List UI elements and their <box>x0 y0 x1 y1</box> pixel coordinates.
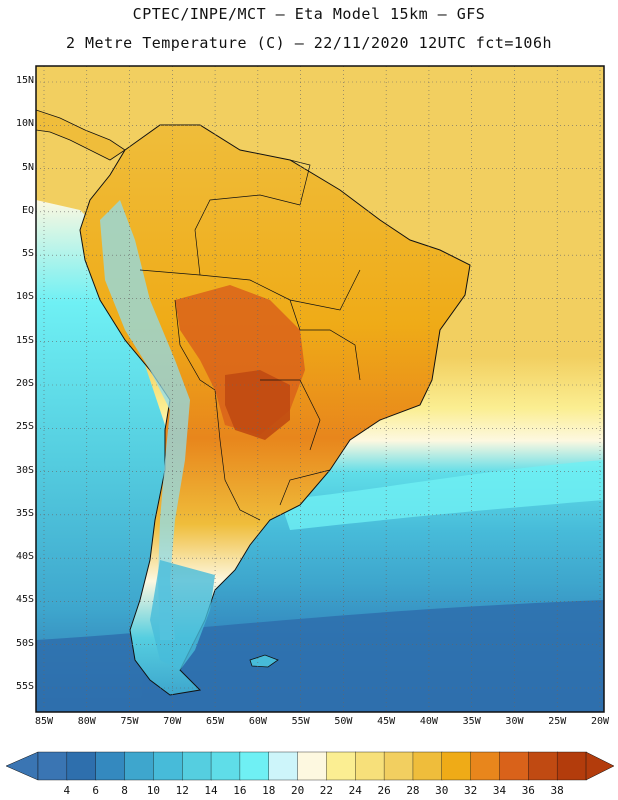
colorbar-tick-label: 32 <box>464 784 478 797</box>
colorbar-tick-label: 38 <box>550 784 564 797</box>
colorbar-swatch <box>556 751 587 781</box>
colorbar-tick-label: 18 <box>262 784 276 797</box>
colorbar-tick-label: 8 <box>121 784 128 797</box>
colorbar-tick-label: 28 <box>406 784 420 797</box>
longitude-label: 60W <box>248 716 267 727</box>
colorbar-swatch <box>528 751 558 781</box>
pacific-field <box>36 200 170 712</box>
colorbar-swatch <box>441 751 472 781</box>
latitude-label: 35S <box>15 507 34 519</box>
colorbar-swatch <box>153 751 183 781</box>
map-frame <box>35 65 605 713</box>
colorbar-min-arrow <box>5 751 39 781</box>
map-title: CPTEC/INPE/MCT – Eta Model 15km – GFS <box>132 5 486 23</box>
latitude-label: 10S <box>15 291 34 303</box>
latitude-label: EQ <box>21 204 34 216</box>
longitude-label: 30W <box>505 716 524 727</box>
latitude-label: 10N <box>15 118 34 130</box>
colorbar-tick-label: 34 <box>492 784 507 797</box>
longitude-label: 45W <box>377 716 396 727</box>
latitude-label: 20S <box>15 378 34 389</box>
colorbar-swatch <box>355 751 385 781</box>
colorbar-swatch <box>297 751 328 781</box>
longitude-label: 75W <box>120 716 139 727</box>
longitude-label: 65W <box>206 716 225 727</box>
longitude-label: 80W <box>77 716 96 727</box>
latitude-label: 5N <box>21 161 34 173</box>
colorbar-tick-label: 4 <box>63 784 71 797</box>
andes-cool-zone <box>100 200 190 640</box>
patagonia-cool-zone <box>150 560 215 670</box>
colorbar-swatch <box>182 751 212 781</box>
falkland-islands <box>249 654 279 668</box>
colorbar-tick-label: 30 <box>435 784 449 797</box>
colorbar-swatch <box>37 751 68 781</box>
longitude-label: 70W <box>163 716 182 727</box>
colorbar-swatch <box>239 751 270 781</box>
colorbar-swatch <box>470 751 501 781</box>
latitude-label: 30S <box>15 464 34 476</box>
colorbar-swatch <box>499 751 530 781</box>
latitude-label: 25S <box>15 421 34 433</box>
latitude-label: 40S <box>15 551 34 563</box>
colorbar-swatch <box>210 751 241 781</box>
longitude-label: 25W <box>548 716 567 727</box>
longitude-label: 50W <box>334 716 353 727</box>
hottest-region <box>225 370 290 440</box>
longitude-label: 40W <box>419 716 438 727</box>
colorbar-swatch <box>95 751 126 781</box>
country-borders <box>139 159 361 521</box>
colorbar-tick-label: 14 <box>204 784 218 797</box>
central-america <box>36 109 126 161</box>
colorbar-swatch <box>326 751 356 781</box>
latitude-label: 45S <box>15 594 34 606</box>
longitude-label: 20W <box>590 716 610 727</box>
latitude-label: 50S <box>15 637 34 649</box>
graticule <box>36 66 604 712</box>
colorbar-swatch <box>412 751 443 781</box>
colorbar-tick-label: 12 <box>175 784 189 797</box>
colorbar-swatch <box>124 751 155 781</box>
cool-band <box>280 460 604 530</box>
colorbar-swatch <box>268 751 299 781</box>
colorbar-tick-label: 36 <box>521 784 535 797</box>
latitude-label: 5S <box>21 248 34 260</box>
map-subtitle: 2 Metre Temperature (C) – 22/11/2020 12U… <box>65 34 553 52</box>
colorbar-tick-label: 10 <box>146 784 160 797</box>
latitude-label: 15N <box>15 75 34 86</box>
longitude-label: 55W <box>291 716 310 727</box>
colorbar-tick-label: 24 <box>348 784 362 797</box>
colorbar-tick-label: 26 <box>377 784 391 797</box>
latitude-label: 15S <box>15 334 34 346</box>
colorbar-tick-label: 20 <box>290 784 305 797</box>
colorbar-max-arrow <box>585 751 615 781</box>
colorbar <box>5 751 615 781</box>
colorbar-tick-label: 6 <box>92 784 99 797</box>
longitude-label: 85W <box>34 716 54 727</box>
colorbar-tick-label: 16 <box>233 784 247 797</box>
colorbar-swatch <box>383 751 414 781</box>
latitude-label: 55S <box>15 681 34 692</box>
longitude-label: 35W <box>462 716 481 727</box>
colorbar-swatch <box>66 751 97 781</box>
colorbar-tick-label: 22 <box>319 784 334 797</box>
